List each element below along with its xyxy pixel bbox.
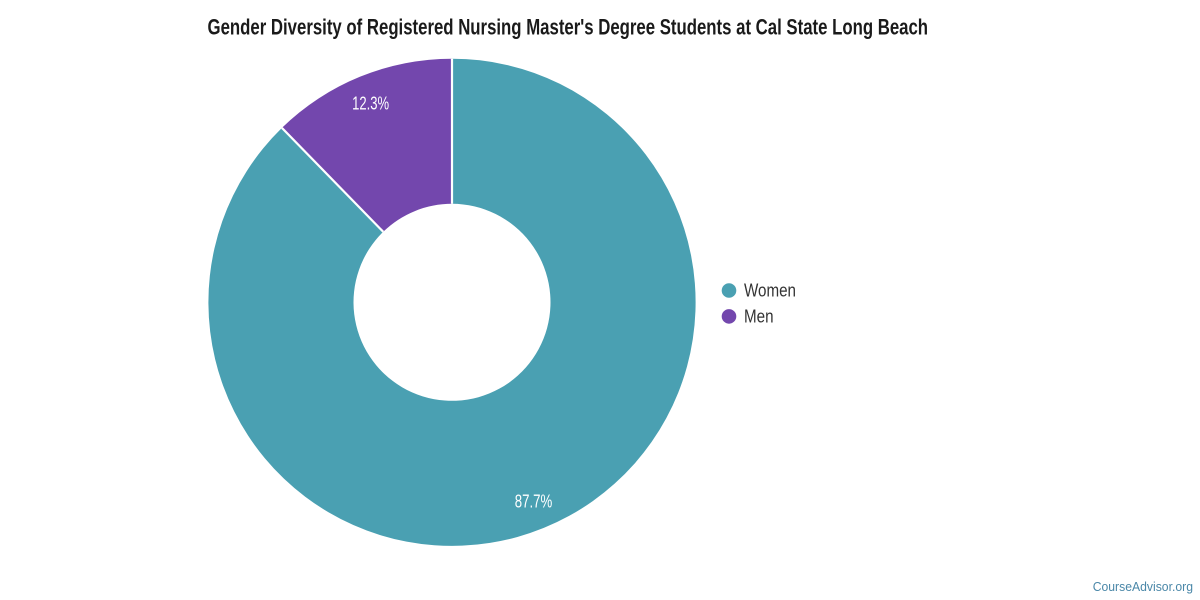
- svg-text:87.7%: 87.7%: [515, 491, 553, 511]
- svg-text:Men: Men: [744, 306, 774, 326]
- svg-text:Women: Women: [744, 281, 796, 301]
- svg-text:12.3%: 12.3%: [352, 93, 389, 113]
- svg-text:CourseAdvisor.org: CourseAdvisor.org: [1093, 579, 1193, 594]
- svg-text:Gender Diversity of Registered: Gender Diversity of Registered Nursing M…: [208, 15, 929, 40]
